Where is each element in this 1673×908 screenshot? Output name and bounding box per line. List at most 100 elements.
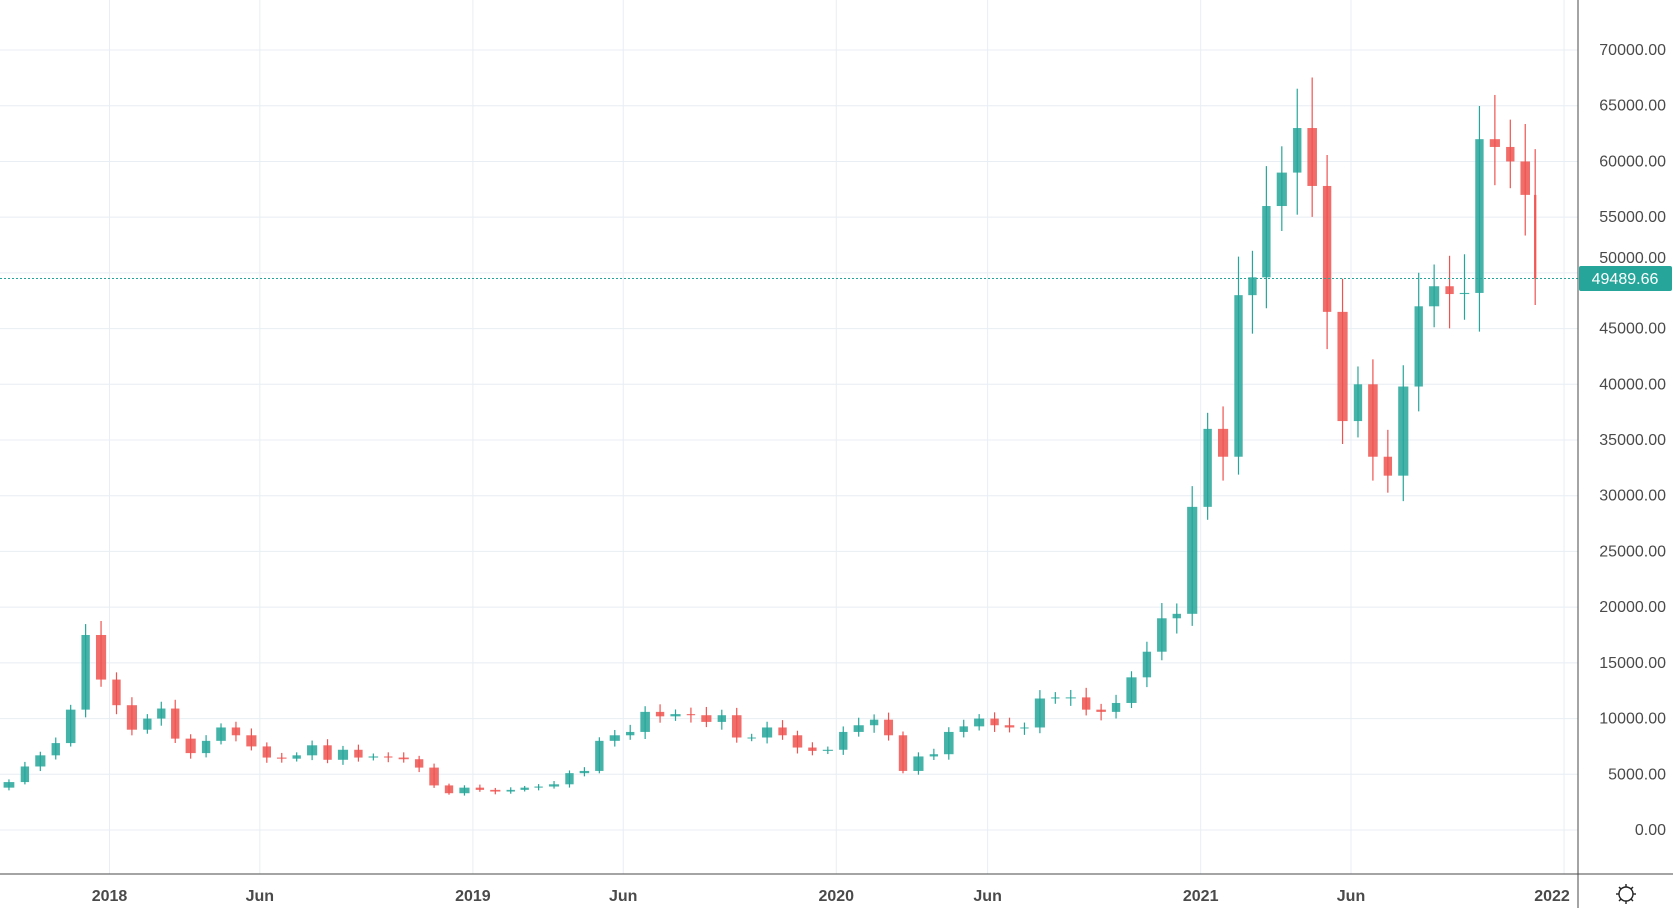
candle-body <box>1082 697 1091 710</box>
candle-body <box>548 784 560 787</box>
candle-body <box>20 766 30 783</box>
candle-body <box>534 786 543 788</box>
y-tick-label: 30000.00 <box>1599 488 1666 505</box>
candle-body <box>1398 386 1409 476</box>
candle-body <box>35 755 46 767</box>
candle-body <box>1111 702 1121 712</box>
candle-body <box>323 745 332 760</box>
x-tick-label: Jun <box>246 888 274 905</box>
candle-body <box>398 757 409 760</box>
y-tick-label: 0.00 <box>1635 822 1666 839</box>
candle-body <box>839 731 848 750</box>
candle-body <box>368 756 379 758</box>
candle-body <box>853 725 864 732</box>
candle-body <box>185 738 196 754</box>
candle-body <box>869 719 879 726</box>
candle-body <box>1520 161 1531 195</box>
candle-body <box>1020 727 1029 729</box>
candle-body <box>686 714 696 716</box>
candle-body <box>126 705 137 730</box>
candle-body <box>1187 506 1198 614</box>
candle-body <box>65 709 76 744</box>
candle-body <box>822 749 833 751</box>
candle-body <box>1307 128 1317 186</box>
candle-body <box>157 708 166 719</box>
last-price-label: 49489.66 <box>1592 271 1659 288</box>
candle-body <box>384 756 393 758</box>
candle-body <box>171 708 180 739</box>
candle-body <box>595 740 604 771</box>
candle-body <box>1051 697 1060 699</box>
candle-body <box>520 787 529 790</box>
candle-body <box>201 740 211 754</box>
candle-body <box>292 755 301 759</box>
candle-body <box>276 757 287 759</box>
candle-body <box>475 787 485 790</box>
candle-body <box>1203 428 1212 507</box>
candle-body <box>792 735 803 748</box>
x-tick-label: 2020 <box>818 888 854 905</box>
x-tick-label: 2022 <box>1534 888 1570 905</box>
candle-body <box>1414 306 1423 387</box>
x-tick-label: 2021 <box>1183 888 1219 905</box>
candle-body <box>1234 295 1243 457</box>
candle-body <box>143 718 152 730</box>
y-tick-label: 25000.00 <box>1599 543 1666 560</box>
price-axis[interactable]: 0.00 5000.00 10000.00 15000.00 20000.00 25000… <box>1599 42 1666 839</box>
candle-body <box>609 735 620 741</box>
x-tick-label: 2018 <box>92 888 128 905</box>
candle-body <box>1533 194 1537 279</box>
candle-body <box>670 714 681 717</box>
candle-body <box>307 745 318 756</box>
candle-body <box>459 787 470 794</box>
candle-body <box>506 789 515 792</box>
candle-body <box>3 782 15 788</box>
candle-body <box>231 727 241 736</box>
candle-body <box>898 735 908 771</box>
candle-body <box>1276 172 1287 207</box>
last-price-badge: 49489.66 <box>1579 266 1672 292</box>
candle-body <box>1383 456 1393 476</box>
y-tick-label: 70000.00 <box>1599 42 1666 59</box>
candle-body <box>701 715 712 722</box>
candle-body <box>1157 618 1167 652</box>
candle-body <box>762 727 773 738</box>
candle-body <box>81 634 90 710</box>
candle-body <box>974 718 985 727</box>
candle-body <box>884 719 894 736</box>
candle-body <box>808 747 817 751</box>
candle-body <box>1489 139 1500 147</box>
x-tick-label: Jun <box>1337 888 1365 905</box>
candle-body <box>959 726 968 732</box>
time-axis[interactable]: 2018 Jun 2019 Jun 2020 Jun 2021 Jun 2022 <box>92 888 1570 905</box>
gear-icon[interactable] <box>1616 884 1636 904</box>
y-tick-label: 15000.00 <box>1599 655 1666 672</box>
candle-body <box>95 634 107 680</box>
candle-body <box>1475 139 1484 293</box>
candle-body <box>1459 292 1470 295</box>
grid <box>0 0 1578 874</box>
y-tick-label: 65000.00 <box>1599 98 1666 115</box>
y-tick-label: 60000.00 <box>1599 153 1666 170</box>
candle-body <box>354 749 363 758</box>
candle-body <box>337 749 349 760</box>
candle-body <box>1217 428 1229 457</box>
candle-body <box>565 773 574 785</box>
candle-body <box>414 759 424 768</box>
candle-body <box>1322 185 1332 312</box>
candle-body <box>429 767 439 786</box>
candle-body <box>929 754 939 757</box>
candle-body <box>579 770 590 774</box>
candle-body <box>1142 651 1152 678</box>
candle-body <box>747 737 756 739</box>
candle-body <box>640 711 650 732</box>
candle-body <box>1096 709 1106 712</box>
candle-body <box>112 679 121 706</box>
candle-body <box>1429 286 1440 307</box>
candle-body <box>731 715 742 738</box>
x-tick-label: Jun <box>973 888 1001 905</box>
candle-body <box>717 715 726 722</box>
candle-body <box>1034 698 1045 728</box>
candle-body <box>1445 286 1454 295</box>
